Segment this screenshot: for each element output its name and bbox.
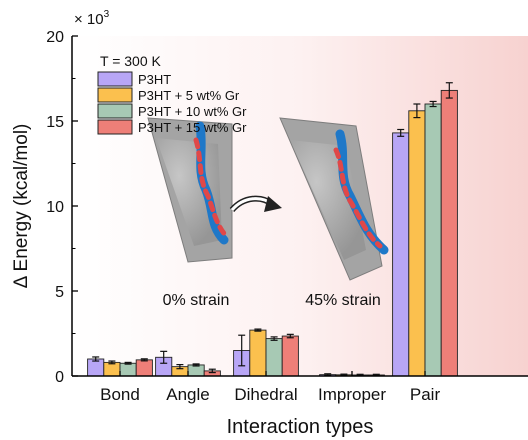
bar-dihedral-p3ht-5-wt-gr [249,329,267,377]
deformation-arrow-icon [229,195,282,213]
legend-swatch-p3ht-5-wt-gr [97,87,133,103]
bar-pair-p3ht [392,132,410,377]
bar-angle-p3ht-10-wt-gr [187,364,205,377]
y-multiplier: × 103 [74,9,110,28]
bar-bond-p3ht-15-wt-gr [135,359,153,377]
error-bar-bond-p3ht-5-wt-gr [108,360,116,365]
x-ticks: Bond Angle Dihedral Improper Pair [100,371,440,404]
error-bar-dihedral-p3ht [238,334,246,367]
legend-label-p3ht: P3HT [138,72,171,87]
legend-label-p3ht-5-wt-gr: P3HT + 5 wt% Gr [138,88,240,103]
legend-label-p3ht-10-wt-gr: P3HT + 10 wt% Gr [138,104,247,119]
x-tick-label-pair: Pair [410,385,441,404]
bar-pair-p3ht-15-wt-gr [440,89,458,377]
y-ticks: 0 5 10 15 20 [46,29,78,386]
error-bar-angle-p3ht-10-wt-gr [192,363,200,367]
y-tick-label-10: 10 [46,199,64,216]
strain-illustration: 0% strain 45% strain [147,117,389,309]
x-tick-label-bond: Bond [100,385,140,404]
error-bar-pair-p3ht-10-wt-gr [429,100,437,108]
error-bar-bond-p3ht-15-wt-gr [140,358,148,362]
bar-pair-p3ht-10-wt-gr [424,103,442,377]
plot-background [72,36,528,376]
y-tick-label-5: 5 [55,284,64,301]
bar-bond-p3ht-5-wt-gr [103,361,121,377]
error-bar-bond-p3ht [92,356,100,362]
legend-swatch-p3ht-10-wt-gr [97,103,133,119]
error-bar-bond-p3ht-10-wt-gr [124,361,132,365]
error-bar-pair-p3ht-5-wt-gr [413,103,421,119]
x-tick-label-angle: Angle [166,385,209,404]
error-bar-pair-p3ht-15-wt-gr [445,82,453,99]
y-tick-label-0: 0 [55,369,64,386]
sheet-45-strain [279,117,389,281]
bar-bond-p3ht-10-wt-gr [119,362,137,377]
bar-pair-p3ht-5-wt-gr [408,110,426,377]
y-multiplier-base: × 10 [74,11,104,28]
sheet-0-strain [147,117,233,263]
error-bar-angle-p3ht-15-wt-gr [208,368,216,374]
legend-swatch-p3ht [97,71,133,87]
error-bar-angle-p3ht [160,350,168,364]
annotation-45-strain: 45% strain [305,292,381,309]
annotation-0-strain: 0% strain [163,292,230,309]
error-bar-dihedral-p3ht-15-wt-gr [286,333,294,339]
y-axis-label: Δ Energy (kcal/mol) [11,124,32,289]
x-tick-label-improper: Improper [318,385,386,404]
y-tick-label-15: 15 [46,114,64,131]
y-tick-label-20: 20 [46,29,64,46]
error-bar-dihedral-p3ht-10-wt-gr [270,336,278,341]
x-tick-label-dihedral: Dihedral [234,385,297,404]
bar-dihedral-p3ht-15-wt-gr [281,335,299,377]
legend-label-p3ht-15-wt-gr: P3HT + 15 wt% Gr [138,120,247,135]
error-bar-dihedral-p3ht-5-wt-gr [254,328,262,332]
x-axis-label: Interaction types [227,416,374,438]
legend-swatch-p3ht-15-wt-gr [97,119,133,135]
bar-dihedral-p3ht-10-wt-gr [265,338,283,377]
error-bar-angle-p3ht-5-wt-gr [176,364,184,370]
legend-title: T = 300 K [100,53,162,69]
y-multiplier-exponent: 3 [104,9,110,20]
error-bar-pair-p3ht [397,128,405,137]
